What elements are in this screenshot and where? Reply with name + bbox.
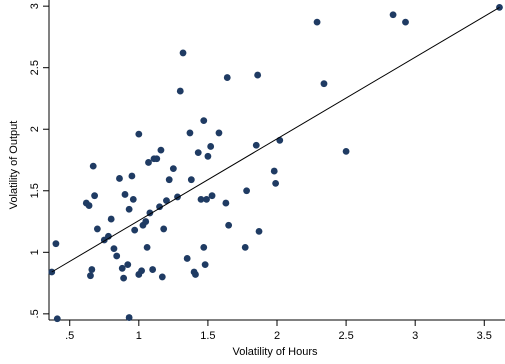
data-point	[118, 264, 126, 272]
data-point	[342, 147, 350, 155]
y-tick-label: 2.5	[29, 60, 41, 75]
data-point	[270, 167, 278, 175]
data-point	[89, 162, 97, 170]
y-tick-label: 1	[29, 249, 41, 255]
data-point	[176, 87, 184, 95]
data-point	[153, 155, 161, 163]
data-point	[124, 261, 132, 269]
axes	[48, 0, 505, 321]
data-point	[91, 192, 98, 200]
y-tick-label: 3	[29, 3, 41, 9]
data-point	[225, 221, 233, 229]
data-point	[88, 266, 96, 273]
x-axis-ticks: .5 1 1.5 2 2.5 3 3.5	[65, 320, 492, 342]
data-point	[201, 261, 209, 269]
x-tick-label: 3	[412, 330, 418, 342]
data-point	[276, 136, 284, 144]
data-point	[203, 195, 210, 203]
data-point	[183, 255, 191, 262]
data-point	[128, 172, 136, 180]
data-point	[197, 195, 205, 203]
x-tick-label: 1	[136, 330, 142, 342]
data-point	[320, 80, 328, 88]
data-point	[215, 129, 223, 137]
data-point	[200, 117, 208, 125]
data-point	[129, 195, 137, 203]
x-axis-title: Volatility of Hours	[233, 346, 318, 358]
data-point	[165, 176, 173, 184]
data-point	[272, 179, 280, 187]
data-point	[255, 227, 263, 235]
data-point	[125, 314, 133, 321]
data-point	[163, 197, 170, 205]
data-point	[192, 271, 199, 278]
data-point	[85, 202, 93, 209]
data-point	[157, 146, 165, 154]
data-point	[121, 191, 129, 198]
data-point	[107, 215, 115, 223]
data-point	[389, 11, 397, 19]
data-points	[48, 3, 503, 323]
data-point	[402, 18, 409, 26]
data-point	[48, 268, 56, 276]
data-point	[222, 199, 230, 207]
data-point	[131, 226, 139, 234]
x-tick-label: 2	[274, 330, 280, 342]
x-tick-label: 3.5	[477, 330, 492, 342]
data-point	[125, 205, 133, 213]
data-point	[208, 192, 216, 200]
data-point	[87, 272, 94, 280]
fitted-line	[51, 6, 500, 273]
y-axis-ticks: .5 1 1.5 2 2.5 3	[29, 3, 49, 318]
data-point	[194, 149, 202, 157]
data-point	[145, 159, 152, 166]
data-point	[204, 152, 212, 160]
data-point	[243, 187, 251, 195]
data-point	[186, 129, 194, 137]
data-point	[142, 218, 150, 225]
data-point	[160, 225, 168, 233]
data-point	[138, 267, 145, 275]
data-point	[187, 176, 195, 184]
data-point	[116, 175, 123, 182]
data-point	[93, 225, 101, 233]
y-tick-label: .5	[29, 309, 41, 318]
data-point	[200, 243, 208, 251]
data-point	[254, 71, 262, 79]
y-tick-label: 1.5	[29, 183, 41, 198]
data-point	[179, 49, 187, 57]
data-point	[313, 18, 321, 26]
data-point	[169, 165, 177, 173]
x-tick-label: .5	[65, 330, 74, 342]
data-point	[52, 240, 60, 248]
data-point	[158, 273, 166, 281]
data-point	[156, 203, 163, 211]
data-point	[110, 245, 118, 253]
data-point	[113, 252, 121, 260]
data-point	[149, 266, 157, 273]
x-tick-label: 2.5	[338, 330, 353, 342]
data-point	[252, 141, 260, 149]
data-point	[223, 74, 231, 81]
y-tick-label: 2	[29, 126, 41, 132]
x-tick-label: 1.5	[200, 330, 215, 342]
data-point	[120, 274, 128, 282]
data-point	[53, 315, 61, 323]
data-point	[241, 243, 249, 251]
data-point	[207, 143, 215, 150]
y-axis-title: Volatility of Output	[8, 121, 20, 210]
data-point	[135, 130, 143, 138]
data-point	[143, 243, 151, 251]
